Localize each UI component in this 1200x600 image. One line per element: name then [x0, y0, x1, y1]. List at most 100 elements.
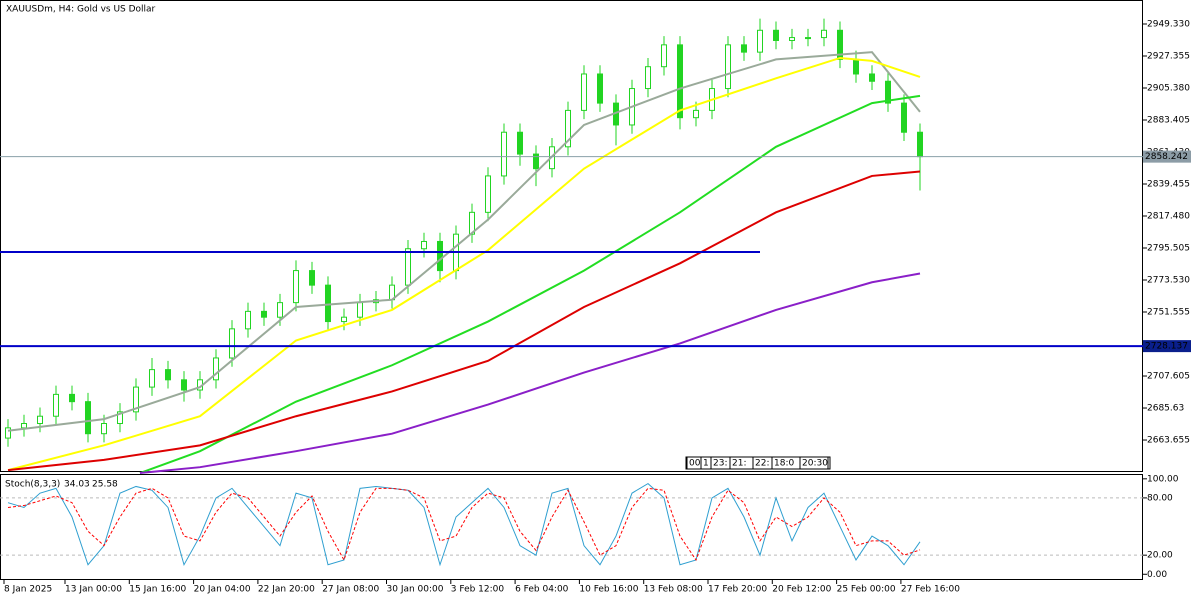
candle-body — [69, 393, 75, 403]
candle-body — [661, 44, 667, 68]
candle-body — [309, 270, 315, 286]
candle-body — [53, 393, 59, 417]
stoch-line — [7, 482, 921, 567]
x-tick-label: 6 Feb 04:00 — [515, 585, 569, 595]
scroll-label: 22: — [755, 459, 769, 469]
candle-body — [565, 109, 571, 148]
candle-body — [341, 316, 347, 323]
candle-body — [757, 29, 763, 53]
y-tick-label: 20.00 — [1147, 551, 1173, 561]
x-tick-label: 27 Feb 16:00 — [901, 585, 960, 595]
stoch-title: Stoch(8,3,3) — [5, 480, 60, 490]
x-tick-label: 13 Jan 00:00 — [65, 585, 122, 595]
candle-body — [789, 37, 795, 41]
candle-body — [805, 37, 811, 40]
candle-body — [325, 284, 331, 323]
y-tick-label: 100.00 — [1147, 474, 1179, 484]
y-tick-label: 2817.480 — [1147, 212, 1190, 222]
candle-body — [517, 131, 523, 155]
x-tick-label: 13 Feb 08:00 — [644, 585, 703, 595]
level-box — [1143, 340, 1191, 353]
candle-body — [901, 102, 907, 133]
moving-average — [139, 272, 921, 475]
candle-body — [293, 270, 299, 304]
candle-body — [645, 66, 651, 90]
candle-body — [5, 427, 11, 439]
main-pane — [0, 0, 1143, 472]
candle-body — [837, 29, 843, 60]
y-tick-label: 2949.330 — [1147, 19, 1190, 29]
stoch-pane — [0, 474, 1143, 580]
candle-body — [773, 29, 779, 41]
x-tick-label: 27 Jan 08:00 — [322, 585, 379, 595]
y-tick-label: 2773.530 — [1147, 276, 1190, 286]
candle-body — [581, 73, 587, 111]
level-label: 2728.137 — [1145, 342, 1188, 352]
candle-body — [917, 131, 923, 158]
y-tick-label: 0.00 — [1147, 570, 1167, 580]
candle-body — [421, 240, 427, 250]
x-tick-label: 10 Feb 16:00 — [579, 585, 638, 595]
moving-average — [7, 51, 921, 432]
scroll-cell — [799, 456, 829, 470]
scroll-label: 00 — [689, 459, 701, 469]
moving-average — [7, 56, 921, 472]
candle-body — [277, 302, 283, 318]
x-tick-label: 15 Jan 16:00 — [129, 585, 186, 595]
candle-body — [261, 310, 267, 318]
scroll-label: 23: — [713, 459, 727, 469]
candle-body — [741, 44, 747, 53]
candle-body — [869, 73, 875, 82]
y-tick-label: 2839.455 — [1147, 180, 1190, 190]
stoch-header: Stoch(8,3,3) 34.03 25.58 — [5, 480, 118, 490]
candle-body — [229, 328, 235, 359]
candle-body — [165, 369, 171, 381]
candle-body — [853, 58, 859, 75]
candle-body — [133, 386, 139, 413]
moving-average — [139, 94, 921, 474]
y-tick-label: 2663.655 — [1147, 436, 1190, 446]
last-price-box — [1143, 150, 1191, 163]
last-price-label: 2858.242 — [1145, 152, 1188, 162]
scroll-label: 21: — [732, 459, 746, 469]
candle-body — [213, 357, 219, 381]
candle-body — [693, 109, 699, 119]
candle-body — [821, 29, 827, 39]
x-tick-label: 20 Feb 12:00 — [772, 585, 831, 595]
scroll-label: 1 — [703, 459, 709, 469]
candle-body — [677, 44, 683, 119]
candle-body — [597, 73, 603, 104]
candle-body — [85, 401, 91, 435]
y-tick-label: 2685.63 — [1147, 404, 1184, 414]
candle-body — [885, 80, 891, 104]
stoch-line — [7, 487, 921, 562]
candle-body — [405, 248, 411, 286]
candle-body — [485, 175, 491, 213]
x-tick-label: 20 Jan 04:00 — [194, 585, 251, 595]
y-tick-label: 2905.380 — [1147, 83, 1190, 93]
candle-body — [37, 415, 43, 425]
y-tick-label: 2795.505 — [1147, 244, 1190, 254]
candle-body — [101, 423, 107, 435]
chart-title: XAUUSDm, H4: Gold vs US Dollar — [6, 5, 156, 15]
stoch-value: 25.58 — [92, 480, 118, 490]
candle-body — [149, 369, 155, 388]
x-tick-label: 22 Jan 20:00 — [258, 585, 315, 595]
scroll-label: 20:30 — [802, 459, 828, 469]
y-tick-label: 2707.605 — [1147, 372, 1190, 382]
x-tick-label: 3 Feb 12:00 — [451, 585, 505, 595]
scroll-label: 18:0 — [774, 459, 794, 469]
stoch-value: 34.03 — [64, 480, 90, 490]
y-tick-label: 80.00 — [1147, 493, 1173, 503]
y-tick-label: 2927.355 — [1147, 51, 1190, 61]
y-tick-label: 2883.405 — [1147, 115, 1190, 125]
candle-body — [245, 310, 251, 330]
candle-body — [117, 411, 123, 425]
moving-average — [7, 170, 921, 472]
candle-body — [725, 44, 731, 90]
candle-body — [181, 379, 187, 391]
x-tick-label: 30 Jan 00:00 — [387, 585, 444, 595]
x-tick-label: 17 Feb 20:00 — [708, 585, 767, 595]
candle-body — [21, 423, 27, 429]
